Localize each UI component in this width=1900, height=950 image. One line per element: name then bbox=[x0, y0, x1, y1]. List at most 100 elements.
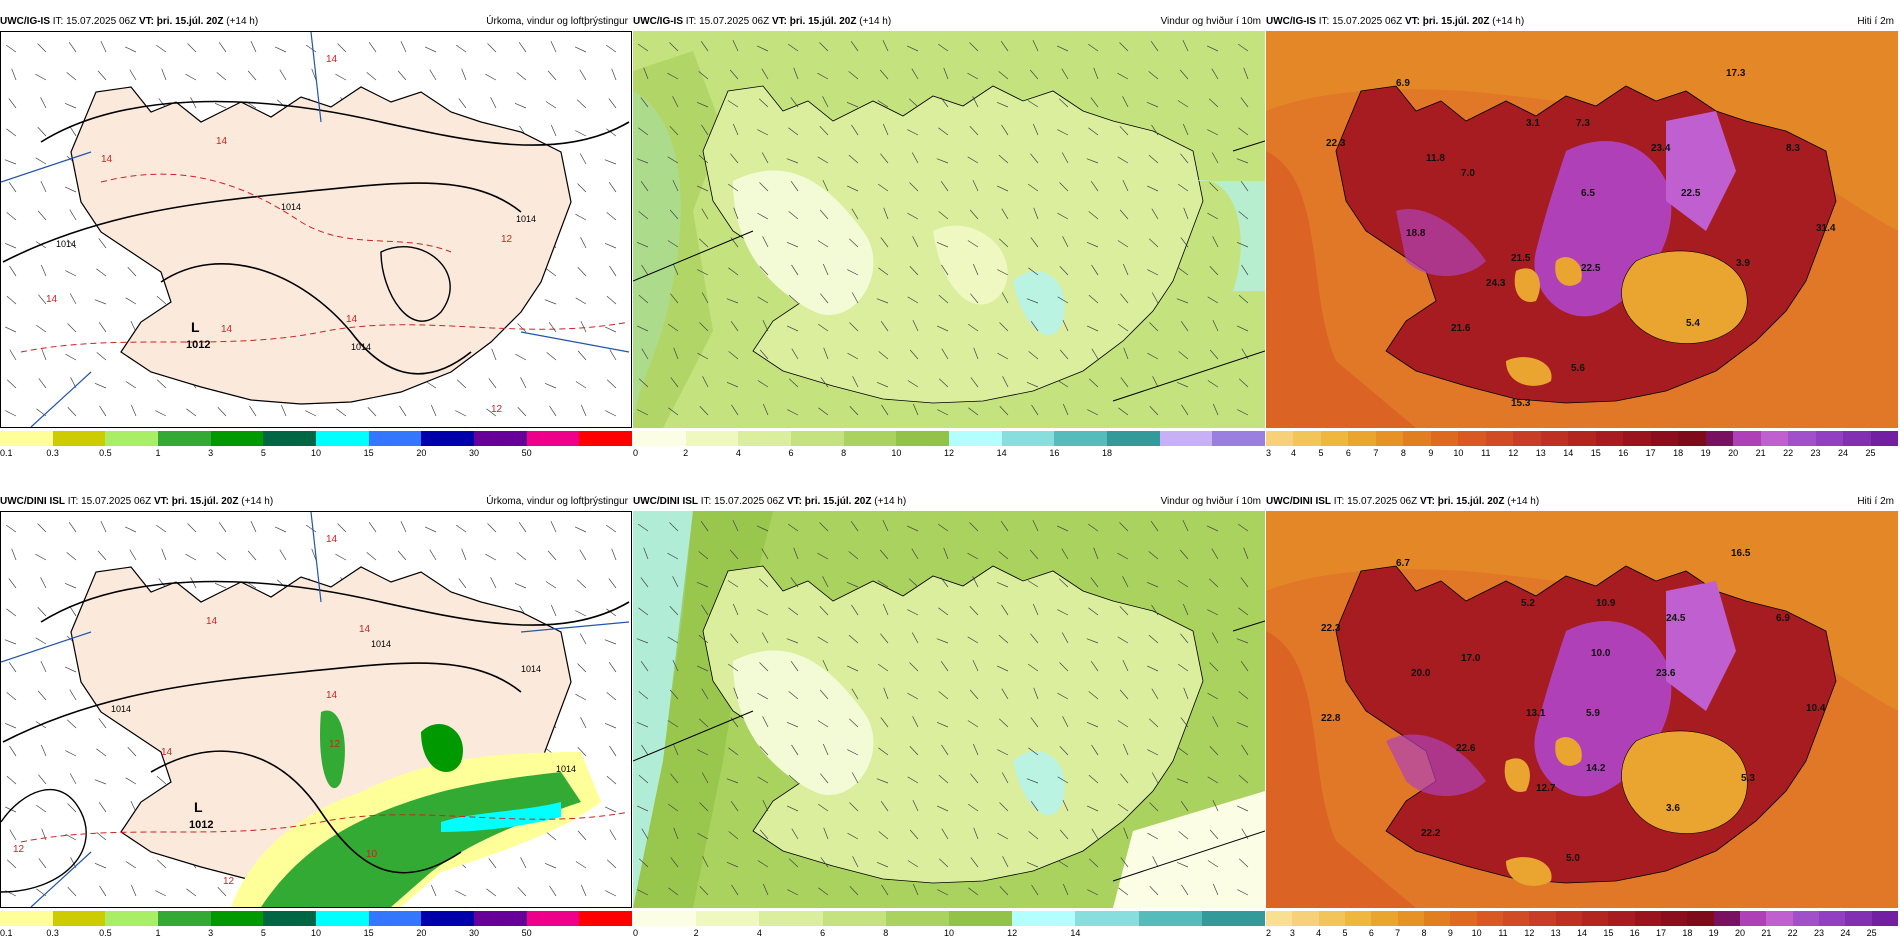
wind-barb-icon bbox=[1093, 67, 1099, 80]
wind-barb-icon bbox=[846, 101, 859, 108]
wind-barb-icon bbox=[1027, 183, 1039, 192]
wind-barb-icon bbox=[606, 295, 617, 305]
wind-barb-icon bbox=[545, 101, 557, 109]
wind-barb-icon bbox=[672, 743, 679, 756]
panel-title: Úrkoma, vindur og loftþrýstingur bbox=[486, 16, 628, 27]
it-value: 15.07.2025 06Z bbox=[81, 496, 152, 507]
temp-label: 14 bbox=[346, 314, 358, 325]
wind-barb-icon bbox=[1207, 129, 1219, 136]
wind-barb-icon bbox=[37, 606, 47, 617]
wind-barb-icon bbox=[488, 378, 497, 389]
wind-barb-icon bbox=[515, 353, 527, 361]
wind-barb-icon bbox=[907, 212, 919, 220]
temp-label: 14 bbox=[326, 54, 338, 65]
wind-barb-icon bbox=[1238, 607, 1249, 616]
wind-barb-icon bbox=[852, 376, 859, 388]
wind-barb-icon bbox=[880, 633, 889, 644]
wind-barb-icon bbox=[577, 830, 587, 841]
wind-barb-icon bbox=[335, 73, 347, 81]
wind-barb-icon bbox=[996, 101, 1009, 108]
colorbar-swatch bbox=[474, 431, 527, 446]
colorbar-swatch bbox=[158, 911, 211, 926]
wind-barb-icon bbox=[728, 747, 739, 756]
wind-barb-icon bbox=[8, 181, 17, 193]
wind-barb-icon bbox=[883, 687, 889, 700]
wind-barb-icon bbox=[732, 603, 739, 616]
wind-barb-icon bbox=[761, 632, 769, 644]
temperature-value: 5.2 bbox=[1521, 598, 1535, 609]
temperature-value: 22.5 bbox=[1581, 263, 1601, 274]
colorbar-swatch bbox=[1650, 431, 1679, 446]
wind-barb-icon bbox=[969, 209, 979, 220]
wind-barb-icon bbox=[425, 381, 437, 389]
wind-barb-icon bbox=[1178, 351, 1189, 360]
colorbar-swatch bbox=[1348, 431, 1376, 446]
wind-barb-icon bbox=[1180, 717, 1189, 728]
temperature-value: 6.5 bbox=[1581, 188, 1595, 199]
wind-barb-icon bbox=[579, 153, 587, 165]
colorbar-tick: 8 bbox=[883, 928, 889, 938]
wind-barb-icon bbox=[1117, 323, 1129, 332]
colorbar-swatch bbox=[263, 911, 317, 926]
wind-barb-icon bbox=[1001, 604, 1009, 616]
wind-barb-icon bbox=[698, 551, 709, 560]
wind-barb-icon bbox=[728, 267, 739, 276]
wind-barb-icon bbox=[670, 773, 679, 784]
wind-barb-icon bbox=[758, 98, 769, 108]
isobar-label: 1014 bbox=[371, 639, 391, 649]
colorbar-swatch bbox=[1266, 911, 1293, 926]
wind-barb-icon bbox=[606, 379, 617, 389]
wind-barb-icon bbox=[940, 660, 949, 672]
wind-barb-icon bbox=[129, 69, 137, 81]
wind-barb-icon bbox=[605, 890, 617, 897]
wind-barb-icon bbox=[1152, 376, 1159, 388]
temperature-value: 5.0 bbox=[1566, 853, 1580, 864]
wind-barb-icon bbox=[822, 743, 829, 756]
wind-barb-icon bbox=[851, 604, 859, 616]
wind-barb-icon bbox=[1236, 721, 1249, 728]
wind-barb-icon bbox=[729, 549, 739, 560]
wind-barb-icon bbox=[1088, 691, 1099, 700]
wind-barb-icon bbox=[1240, 180, 1249, 192]
colorbar-tick: 14 bbox=[996, 448, 1007, 458]
wind-barb-icon bbox=[940, 97, 949, 108]
wind-barb-icon bbox=[972, 179, 979, 192]
wind-barb-icon bbox=[69, 209, 77, 221]
wind-barb-icon bbox=[608, 661, 617, 673]
wind-barb-icon bbox=[667, 636, 679, 644]
wind-barb-icon bbox=[276, 579, 287, 589]
wind-barb-icon bbox=[68, 521, 77, 533]
wind-barb-icon bbox=[967, 552, 979, 560]
wind-barb-icon bbox=[820, 377, 829, 388]
wind-barb-icon bbox=[1181, 404, 1189, 416]
wind-barb-icon bbox=[911, 68, 919, 80]
wind-barb-icon bbox=[186, 408, 197, 417]
wind-barb-icon bbox=[638, 378, 649, 388]
colorbar-tick: 10 bbox=[310, 928, 322, 938]
wind-barb-icon bbox=[1147, 269, 1159, 276]
wind-barb-icon bbox=[667, 552, 679, 560]
wind-barb-icon bbox=[879, 69, 889, 80]
wind-barb-icon bbox=[880, 153, 889, 164]
wind-barb-icon bbox=[1032, 39, 1039, 52]
wind-barb-icon bbox=[4, 326, 17, 333]
colorbar-tick: 21 bbox=[1761, 928, 1772, 938]
panel-precip-bottom: UWC/DINI ISL IT: 15.07.2025 06Z VT: þri.… bbox=[0, 494, 633, 944]
wind-barb-icon bbox=[851, 688, 859, 700]
colorbar-swatch bbox=[1870, 431, 1899, 446]
wind-barb-icon bbox=[1182, 603, 1189, 616]
wind-barb-icon bbox=[577, 663, 587, 673]
colorbar-swatch bbox=[52, 911, 106, 926]
wind-barb-icon bbox=[1091, 744, 1099, 756]
wind-barb-icon bbox=[699, 885, 709, 896]
wind-barb-icon bbox=[580, 884, 587, 897]
colorbar-tick: 0 bbox=[633, 448, 639, 458]
temperature-value: 22.5 bbox=[1681, 188, 1701, 199]
wind-barb-icon bbox=[604, 242, 617, 249]
colorbar-tick: 11 bbox=[1481, 448, 1491, 458]
wind-barb-icon bbox=[820, 293, 829, 304]
wind-barb-icon bbox=[217, 406, 227, 417]
colorbar-tick: 6 bbox=[788, 448, 794, 458]
wind-barb-icon bbox=[729, 69, 739, 80]
wind-barb-icon bbox=[1088, 607, 1099, 616]
